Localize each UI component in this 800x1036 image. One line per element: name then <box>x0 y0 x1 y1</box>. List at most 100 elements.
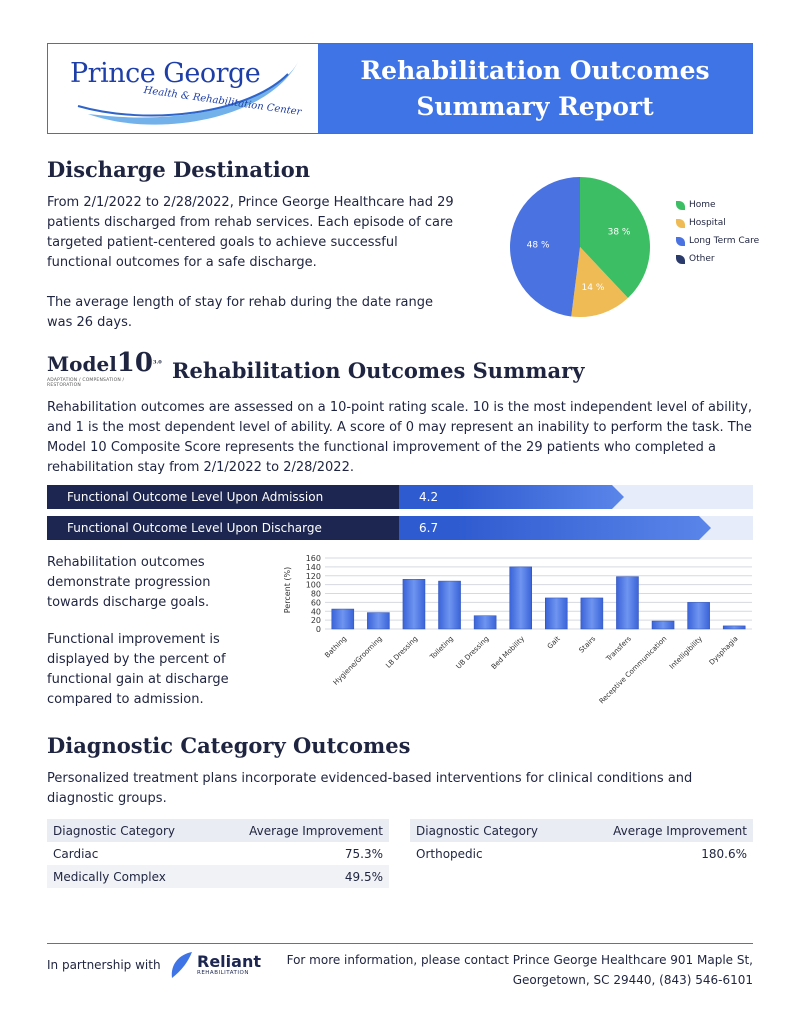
discharge-bar: Functional Outcome Level Upon Discharge … <box>47 516 753 540</box>
legend-item-long-term-care: Long Term Care <box>676 232 759 250</box>
x-tick-label: UB Dressing <box>455 635 491 671</box>
logo-version: 3.0 <box>152 359 162 366</box>
table-row: Cardiac 75.3% <box>47 842 389 865</box>
bar-bathing <box>331 608 355 630</box>
x-tick-label: Bathing <box>323 635 348 660</box>
bar-gait <box>545 597 568 630</box>
bar-stairs <box>580 597 604 630</box>
admission-label: Functional Outcome Level Upon Admission <box>47 485 399 509</box>
chart-ylabel: Percent (%) <box>283 567 292 614</box>
diagnostic-table-left: Diagnostic Category Average Improvement … <box>47 819 389 888</box>
bar-receptive-communication <box>651 620 675 630</box>
table-row: Orthopedic 180.6% <box>410 842 753 865</box>
cell-improvement: 49.5% <box>210 865 389 888</box>
reliant-logo: Reliant REHABILITATION <box>168 950 261 980</box>
legend-item-hospital: Hospital <box>676 214 759 232</box>
partnership-text: In partnership with <box>47 958 161 972</box>
contact-info: For more information, please contact Pri… <box>287 950 753 990</box>
partner-sub: REHABILITATION <box>197 970 249 976</box>
diagnostic-heading: Diagnostic Category Outcomes <box>47 733 411 758</box>
summary-heading: Rehabilitation Outcomes Summary <box>172 358 585 383</box>
pie-slice-long-term-care <box>509 177 580 317</box>
x-tick-label: LB Dressing <box>384 635 419 670</box>
legend-item-other: Other <box>676 250 759 268</box>
footer-divider <box>47 943 753 944</box>
leaf-icon <box>676 200 685 210</box>
y-tick-label: 60 <box>311 598 321 607</box>
x-tick-label: Toileting <box>428 635 455 662</box>
y-tick-label: 20 <box>311 616 321 625</box>
leaf-icon <box>676 236 685 246</box>
pie-label: 14 % <box>582 283 605 293</box>
bar-dysphagia <box>722 625 746 630</box>
logo-ten: 10 <box>116 348 153 378</box>
legend-label: Hospital <box>689 218 726 228</box>
discharge-pie-chart: 38 % 14 % 48 % <box>509 177 650 317</box>
x-tick-label: Bed Mobility <box>490 635 526 671</box>
x-tick-label: Gait <box>546 635 562 651</box>
discharge-arrow <box>457 516 711 540</box>
cell-category: Medically Complex <box>47 865 211 888</box>
admission-value: 4.2 <box>399 485 457 509</box>
bar-ub-dressing <box>473 615 497 630</box>
report-header: Prince George Health & Rehabilitation Ce… <box>47 43 753 134</box>
y-tick-label: 80 <box>311 590 321 599</box>
discharge-label: Functional Outcome Level Upon Discharge <box>47 516 399 540</box>
bar-intelligibility <box>687 602 710 630</box>
col-category: Diagnostic Category <box>47 819 211 842</box>
report-title: Rehabilitation Outcomes Summary Report <box>360 53 709 125</box>
bar-lb-dressing <box>402 579 426 630</box>
leaf-icon <box>676 254 685 264</box>
leaf-icon <box>676 218 685 228</box>
y-tick-label: 140 <box>306 563 321 572</box>
summary-para: Rehabilitation outcomes are assessed on … <box>47 400 753 475</box>
bar-transfers <box>616 576 639 630</box>
legend-label: Other <box>689 254 715 264</box>
pie-label: 38 % <box>608 228 631 238</box>
model10-wordmark: Model103.0 <box>47 348 162 378</box>
reliant-leaf-icon <box>171 952 192 978</box>
model10-tagline: ADAPTATION / COMPENSATION / RESTORATION <box>47 378 125 388</box>
pie-slice-home <box>580 177 650 299</box>
pie-label: 48 % <box>527 240 550 250</box>
cell-improvement: 180.6% <box>701 846 747 861</box>
admission-arrow <box>457 485 624 509</box>
title-line-1: Rehabilitation Outcomes <box>360 55 710 85</box>
logo-m: M <box>47 352 70 376</box>
contact-line-2: Georgetown, SC 29440, (843) 546-6101 <box>512 973 753 987</box>
col-improvement: Average Improvement <box>210 819 389 842</box>
contact-line-1: For more information, please contact Pri… <box>286 953 753 967</box>
legend-label: Long Term Care <box>689 236 760 246</box>
bar-bed-mobility <box>509 566 532 630</box>
x-tick-label: Transfers <box>604 635 633 664</box>
discharge-heading: Discharge Destination <box>47 157 310 182</box>
y-tick-label: 40 <box>311 607 321 616</box>
model10-logo: Model103.0 ADAPTATION / COMPENSATION / R… <box>47 348 162 388</box>
bar-hygiene-grooming <box>367 612 390 630</box>
title-banner: Rehabilitation Outcomes Summary Report <box>318 44 752 133</box>
diagnostic-table-right: Diagnostic Category Average Improvement … <box>410 819 753 865</box>
admission-bar: Functional Outcome Level Upon Admission … <box>47 485 753 509</box>
y-tick-label: 120 <box>306 572 321 581</box>
cell-category: Cardiac <box>53 846 99 861</box>
discharge-value: 6.7 <box>399 516 457 540</box>
x-tick-label: Intelligibility <box>668 635 704 671</box>
legend-label: Home <box>689 200 716 210</box>
cell-category: Orthopedic <box>416 846 483 861</box>
partner-name: Reliant <box>197 952 261 971</box>
legend-item-home: Home <box>676 196 759 214</box>
bar-toileting <box>438 580 461 630</box>
prince-george-logo: Prince George Health & Rehabilitation Ce… <box>48 44 318 133</box>
y-tick-label: 0 <box>316 625 321 634</box>
x-tick-label: Dysphagia <box>708 635 740 667</box>
logo-odel: odel <box>69 352 117 376</box>
col-category: Diagnostic Category <box>410 819 575 842</box>
col-improvement: Average Improvement <box>574 819 753 842</box>
table-header: Diagnostic Category Average Improvement <box>47 819 389 842</box>
side-para-2: Functional improvement is displayed by t… <box>47 632 229 707</box>
side-para-1: Rehabilitation outcomes demonstrate prog… <box>47 555 211 610</box>
y-tick-label: 160 <box>306 554 321 563</box>
logo-title: Prince George <box>70 58 261 89</box>
title-line-2: Summary Report <box>416 91 654 121</box>
